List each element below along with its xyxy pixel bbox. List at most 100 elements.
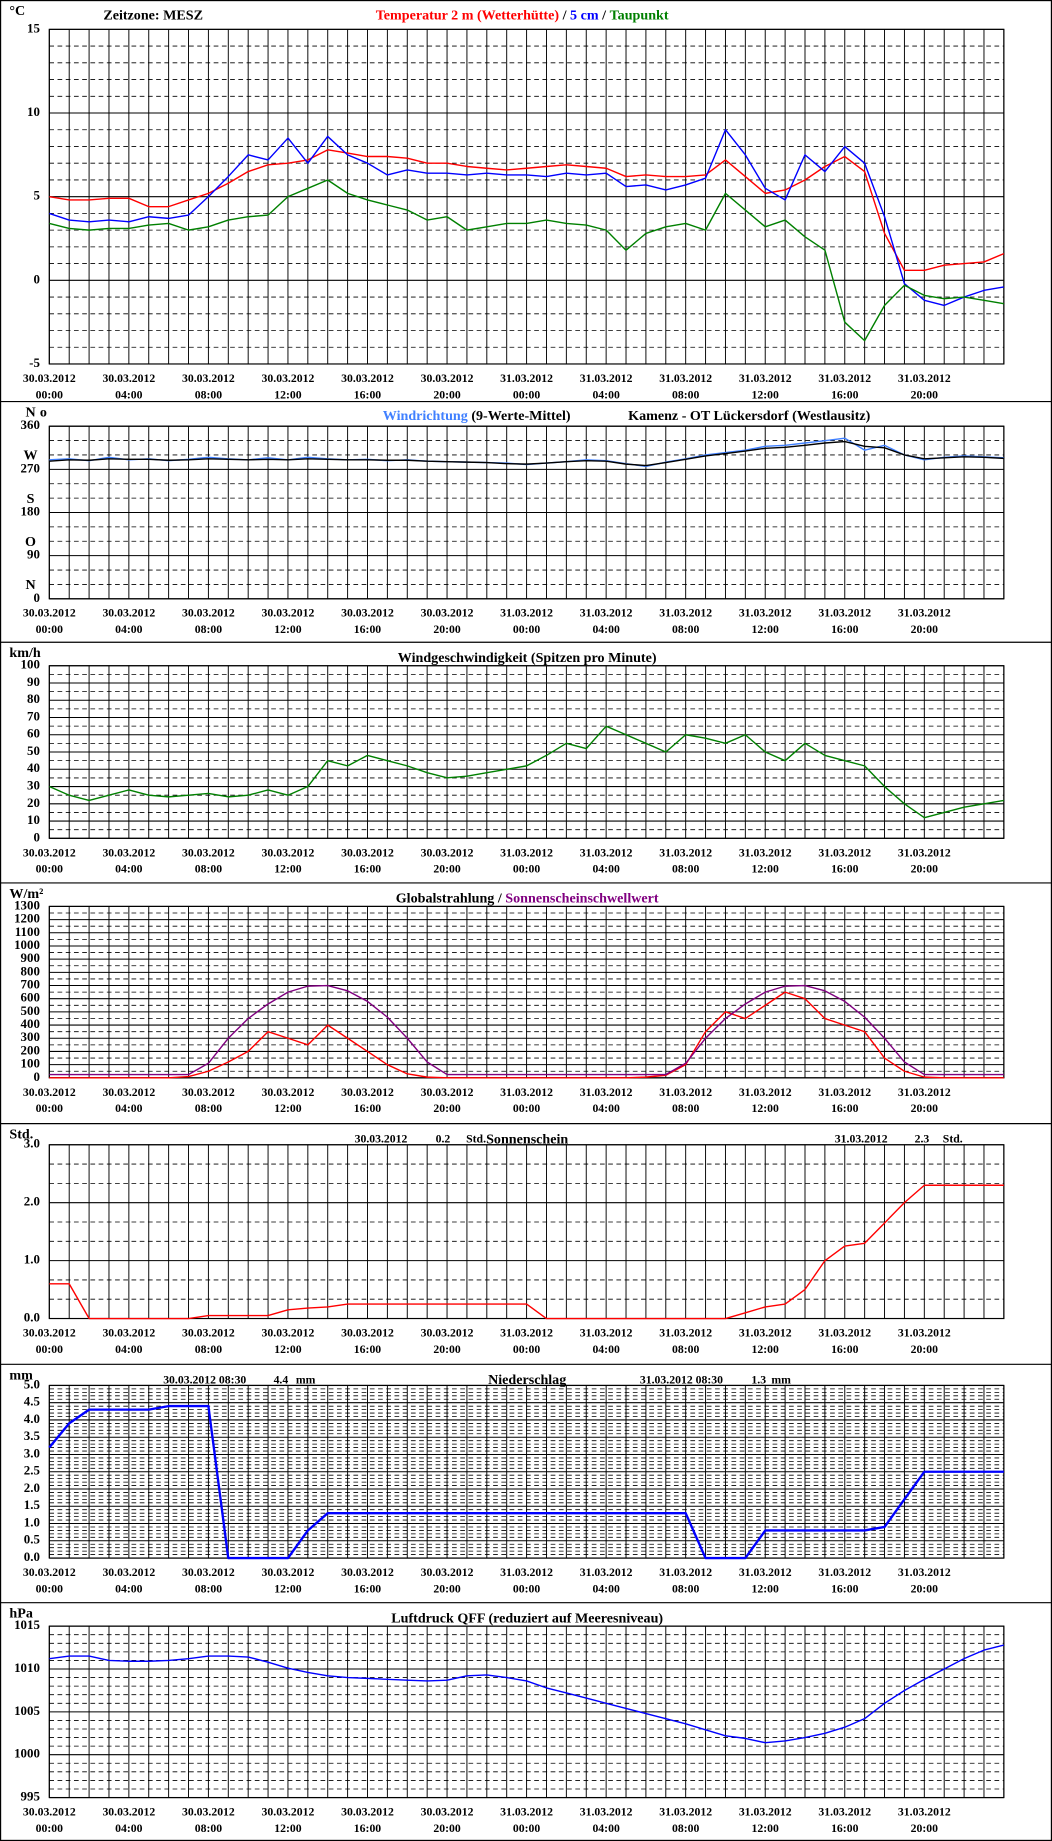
y-tick-label: 30 — [27, 778, 40, 793]
x-tick-label: 20:00 — [433, 1822, 461, 1835]
x-tick-date: 31.03.2012 — [500, 846, 553, 859]
x-tick-date: 31.03.2012 — [898, 1086, 951, 1099]
y-tick-label: 700 — [21, 976, 40, 991]
y-axis-unit: °C — [9, 3, 25, 19]
x-tick-date: 31.03.2012 — [580, 846, 633, 859]
y-tick-label: 1200 — [14, 911, 40, 926]
x-tick-date: 31.03.2012 — [659, 1086, 712, 1099]
y-tick-label: 1000 — [14, 1746, 40, 1761]
legend-separator: / — [562, 8, 568, 24]
legend-separator: / — [601, 8, 607, 24]
x-tick-date: 31.03.2012 — [898, 1806, 951, 1819]
plot-border — [48, 1625, 1005, 1799]
series-line — [49, 149, 1005, 271]
x-tick-date: 30.03.2012 — [262, 846, 315, 859]
annotation: 0.2 — [436, 1133, 451, 1146]
x-tick-label: 16:00 — [354, 1102, 382, 1115]
x-tick-date: 30.03.2012 — [102, 1566, 155, 1579]
x-tick-label: 16:00 — [354, 623, 382, 636]
annotation: 4.4 — [274, 1373, 289, 1386]
x-tick-date: 31.03.2012 — [818, 1086, 871, 1099]
x-tick-date: 31.03.2012 — [500, 372, 553, 385]
y-tick-label: 15 — [27, 20, 40, 35]
x-tick-label: 12:00 — [274, 623, 302, 636]
x-tick-label: 08:00 — [195, 1582, 223, 1595]
plot-border — [48, 425, 1005, 600]
x-tick-date: 30.03.2012 — [421, 846, 474, 859]
x-tick-date: 30.03.2012 — [262, 1086, 315, 1099]
y-axis-unit: Std. — [9, 1127, 33, 1143]
plot-border — [48, 665, 1005, 839]
y-tick-label: 1.5 — [24, 1497, 40, 1512]
x-tick-date: 30.03.2012 — [341, 846, 394, 859]
x-tick-label: 08:00 — [672, 1102, 700, 1115]
y-tick-label: 0.0 — [24, 1549, 40, 1564]
y-tick-label: 100 — [21, 1056, 40, 1071]
x-tick-label: 04:00 — [592, 1582, 620, 1595]
annotation: Std. — [943, 1133, 963, 1146]
y-tick-label: 2.0 — [24, 1194, 40, 1209]
y-tick-label: 1015 — [14, 1617, 40, 1632]
y-tick-label: 4.0 — [24, 1411, 40, 1426]
x-tick-label: 04:00 — [115, 1582, 143, 1595]
x-tick-label: 12:00 — [752, 863, 780, 876]
chart-title: Sonnenschein — [486, 1131, 568, 1147]
x-tick-date: 31.03.2012 — [898, 846, 951, 859]
x-tick-label: 00:00 — [36, 863, 64, 876]
x-tick-label: 04:00 — [592, 863, 620, 876]
x-tick-label: 20:00 — [433, 1343, 461, 1356]
y-tick-label: 0 — [33, 829, 39, 844]
y-tick-label: 400 — [21, 1016, 40, 1031]
series-line — [49, 1644, 1005, 1744]
x-tick-label: 12:00 — [274, 1102, 302, 1115]
x-tick-date: 31.03.2012 — [818, 1326, 871, 1339]
x-tick-date: 30.03.2012 — [262, 1566, 315, 1579]
y-tick-label: 200 — [21, 1042, 40, 1057]
x-tick-label: 08:00 — [195, 1102, 223, 1115]
legend: Temperatur 2 m (Wetterhütte) / 5 cm / Ta… — [376, 8, 669, 24]
x-tick-date: 30.03.2012 — [23, 1326, 76, 1339]
x-tick-date: 30.03.2012 — [262, 372, 315, 385]
x-tick-label: 08:00 — [195, 388, 223, 401]
annotation: 1.3 — [751, 1373, 766, 1386]
y-tick-label: 70 — [27, 708, 40, 723]
x-tick-label: 20:00 — [911, 388, 939, 401]
x-tick-date: 30.03.2012 — [341, 1566, 394, 1579]
x-tick-label: 00:00 — [36, 388, 64, 401]
annotation: 31.03.2012 — [835, 1133, 888, 1146]
annotation: Std. — [466, 1133, 486, 1146]
x-tick-label: 04:00 — [592, 1102, 620, 1115]
x-tick-label: 04:00 — [115, 623, 143, 636]
legend-entry: 5 cm — [570, 8, 599, 24]
y-tick-label: 10 — [27, 104, 40, 119]
x-tick-date: 31.03.2012 — [739, 1806, 792, 1819]
x-tick-date: 30.03.2012 — [421, 1086, 474, 1099]
x-tick-label: 12:00 — [752, 1822, 780, 1835]
x-tick-label: 16:00 — [831, 388, 859, 401]
y-tick-label: 1010 — [14, 1660, 40, 1675]
direction-label: S — [27, 491, 35, 507]
y-tick-label: 20 — [27, 795, 40, 810]
y-tick-label: 0 — [33, 590, 39, 605]
y-tick-label: 0.0 — [24, 1309, 40, 1324]
y-axis-unit: hPa — [9, 1606, 32, 1622]
legend-entry: Windrichtung — [383, 408, 468, 424]
y-tick-label: 0.5 — [24, 1532, 40, 1547]
x-tick-label: 00:00 — [513, 1822, 541, 1835]
x-tick-date: 31.03.2012 — [500, 1326, 553, 1339]
x-tick-label: 00:00 — [36, 1822, 64, 1835]
x-tick-date: 31.03.2012 — [818, 372, 871, 385]
x-tick-date: 30.03.2012 — [341, 372, 394, 385]
x-tick-label: 20:00 — [433, 623, 461, 636]
x-tick-date: 30.03.2012 — [341, 1806, 394, 1819]
legend-entry: Taupunkt — [610, 8, 669, 24]
y-axis-unit: W/m² — [9, 886, 43, 902]
chart-title: Niederschlag — [488, 1372, 566, 1388]
x-tick-date: 31.03.2012 — [818, 607, 871, 620]
x-tick-date: 30.03.2012 — [182, 607, 235, 620]
y-tick-label: 180 — [21, 503, 40, 518]
x-tick-label: 08:00 — [195, 623, 223, 636]
y-tick-label: 2.5 — [24, 1463, 40, 1478]
x-tick-date: 31.03.2012 — [659, 372, 712, 385]
